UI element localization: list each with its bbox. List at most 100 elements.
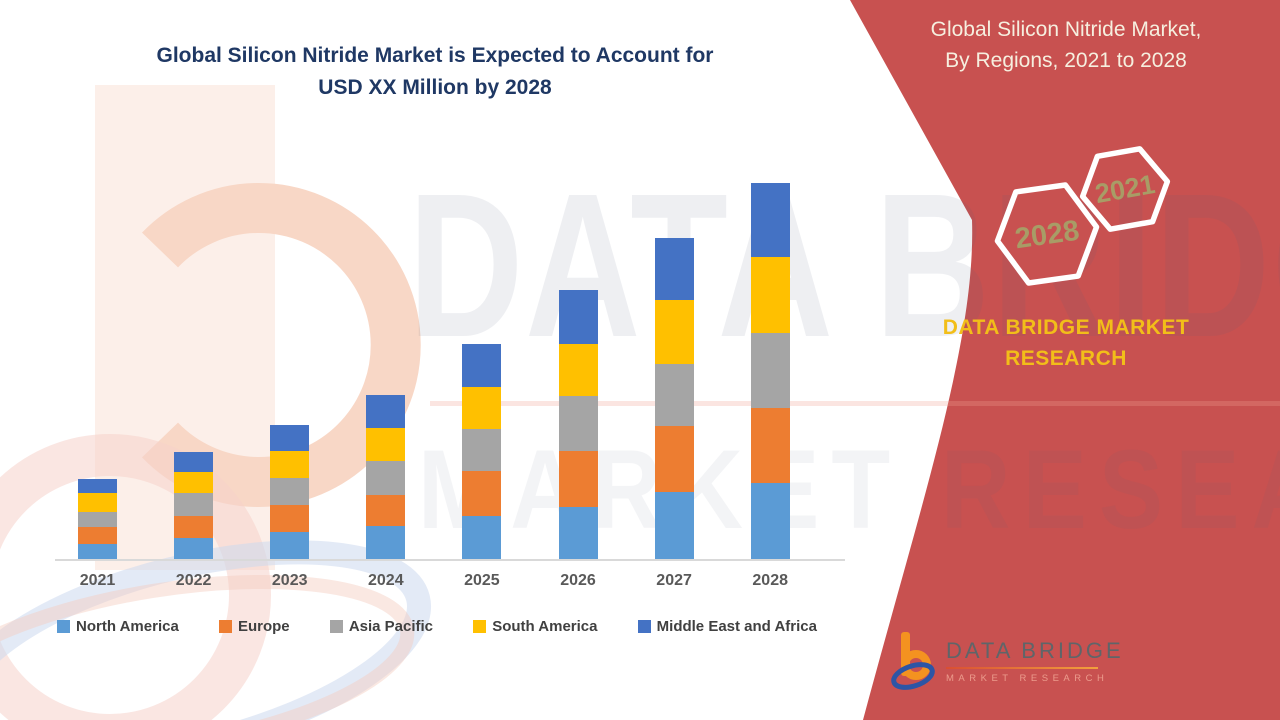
bar-2027 [654,238,694,559]
x-axis-label-2023: 2023 [271,572,308,589]
chart-title-line2: USD XX Million by 2028 [318,76,552,99]
bar-2028 [750,183,790,559]
chart-title-line1: Global Silicon Nitride Market is Expecte… [156,44,714,67]
legend-label-europe: Europe [237,618,290,635]
bar-segment-north-america-2027 [654,492,694,559]
watermark-circle [0,434,271,720]
bar-segment-asia-pacific-2027 [654,364,694,426]
x-axis-label-2021: 2021 [79,572,116,589]
side-panel-fill [850,0,1280,720]
legend-label-south-america: South America [492,618,598,635]
bar-segment-north-america-2023 [270,532,310,559]
bar-segment-middle-east-and-africa-2022 [174,452,214,472]
bar-segment-south-america-2023 [270,451,310,478]
bar-segment-south-america-2027 [654,300,694,364]
legend-item-asia-pacific: Asia Pacific [329,618,434,635]
logo-text-block: DATA BRIDGE MARKET RESEARCH [946,630,1124,684]
plot-area [55,169,845,559]
bar-segment-north-america-2028 [750,483,790,559]
watermark-swoosh-blue [0,540,432,720]
hexagon-outline-2028 [994,182,1100,286]
watermark-swoosh-orange [0,574,415,720]
x-axis-label-2027: 2027 [656,572,692,589]
bar-segment-middle-east-and-africa-2023 [270,425,310,451]
logo-swoosh [891,662,935,690]
legend-label-middle-east-and-africa: Middle East and Africa [656,618,817,635]
brand-line1: DATA BRIDGE MARKET [942,316,1190,339]
bar-segment-middle-east-and-africa-2027 [654,238,694,300]
legend-label-asia-pacific: Asia Pacific [348,618,434,635]
legend-item-middle-east-and-africa: Middle East and Africa [637,618,817,635]
hexagon-outline-2021 [1079,146,1171,232]
bar-2025 [462,344,502,559]
side-panel-shape [850,0,1280,720]
bar-segment-middle-east-and-africa-2025 [462,344,502,387]
bar-segment-north-america-2024 [366,526,406,559]
bar-segment-asia-pacific-2026 [558,396,598,451]
bar-segment-europe-2024 [366,495,406,526]
legend-swatch-europe [218,620,232,633]
bar-segment-europe-2022 [174,516,214,538]
badge-year-start: 2021 [1093,169,1157,209]
bar-segment-north-america-2021 [78,544,117,559]
bar-segment-south-america-2026 [558,344,598,396]
watermark-b-hook [142,183,421,507]
year-badges: 2021 2028 [994,146,1171,286]
bar-segment-north-america-2025 [462,516,502,559]
logo-subtext: MARKET RESEARCH [946,673,1109,684]
bar-2024 [366,395,406,559]
x-axis-label-2026: 2026 [560,572,596,589]
bar-segment-south-america-2021 [78,493,117,512]
bar-segment-asia-pacific-2023 [270,478,310,505]
side-panel-title: Global Silicon Nitride Market, By Region… [866,14,1266,76]
bar-segment-middle-east-and-africa-2026 [558,290,598,344]
legend-label-north-america: North America [76,618,179,635]
chart-title: Global Silicon Nitride Market is Expecte… [85,40,785,104]
legend-item-south-america: South America [473,618,598,635]
chart-legend: North America Europe Asia Pacific South Ame… [57,618,817,635]
logo-name: DATA BRIDGE [946,638,1124,663]
side-panel-title-line2: By Regions, 2021 to 2028 [945,49,1187,72]
bar-segment-south-america-2028 [750,257,790,333]
legend-swatch-north-america [57,620,70,633]
data-bridge-logo: DATA BRIDGE MARKET RESEARCH [890,630,1124,690]
brand-line2: RESEARCH [1005,347,1127,370]
bar-segment-north-america-2022 [174,538,214,559]
x-axis-line [55,559,845,561]
bar-segment-europe-2027 [654,426,694,492]
legend-swatch-middle-east-and-africa [637,620,651,633]
x-axis-label-2025: 2025 [464,572,500,589]
brand-wordmark: DATA BRIDGE MARKET RESEARCH [906,312,1226,374]
x-axis-labels: 2021 2022 2023 2024 2025 2026 2027 2028 [0,572,845,596]
hexagon-badge-2028: 2028 [994,182,1100,286]
side-panel-title-line1: Global Silicon Nitride Market, [930,18,1202,41]
bar-segment-asia-pacific-2028 [750,333,790,408]
bar-segment-asia-pacific-2021 [78,512,117,527]
bar-segment-south-america-2022 [174,472,214,493]
bar-segment-asia-pacific-2024 [366,461,406,495]
bar-segment-europe-2023 [270,505,310,532]
bar-segment-asia-pacific-2025 [462,429,502,471]
bar-segment-south-america-2025 [462,387,502,429]
bar-2023 [270,425,310,559]
legend-item-europe: Europe [218,618,290,635]
bar-segment-middle-east-and-africa-2024 [366,395,406,428]
side-panel-content: Global Silicon Nitride Market, By Region… [820,0,1280,720]
bar-segment-north-america-2026 [558,507,598,559]
bar-segment-europe-2021 [78,527,117,544]
bar-segment-europe-2025 [462,471,502,516]
logo-underline [946,667,1098,669]
bar-segment-middle-east-and-africa-2021 [78,479,117,493]
bar-2022 [174,452,214,559]
bar-segment-europe-2026 [558,451,598,507]
bar-2026 [558,290,598,559]
legend-swatch-south-america [473,620,487,633]
bar-segment-south-america-2024 [366,428,406,461]
x-axis-label-2024: 2024 [368,572,404,589]
legend-item-north-america: North America [57,618,179,635]
data-bridge-logo-icon [891,632,935,690]
bar-segment-europe-2028 [750,408,790,483]
